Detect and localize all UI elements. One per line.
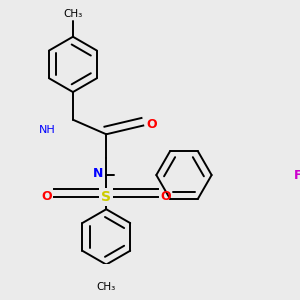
Text: O: O [160, 190, 171, 203]
Text: CH₃: CH₃ [97, 282, 116, 292]
Text: S: S [101, 190, 111, 204]
Text: N: N [93, 167, 103, 180]
Text: NH: NH [39, 125, 56, 135]
Text: F: F [294, 169, 300, 182]
Text: O: O [146, 118, 157, 130]
Text: O: O [41, 190, 52, 203]
Text: CH₃: CH₃ [63, 10, 82, 20]
